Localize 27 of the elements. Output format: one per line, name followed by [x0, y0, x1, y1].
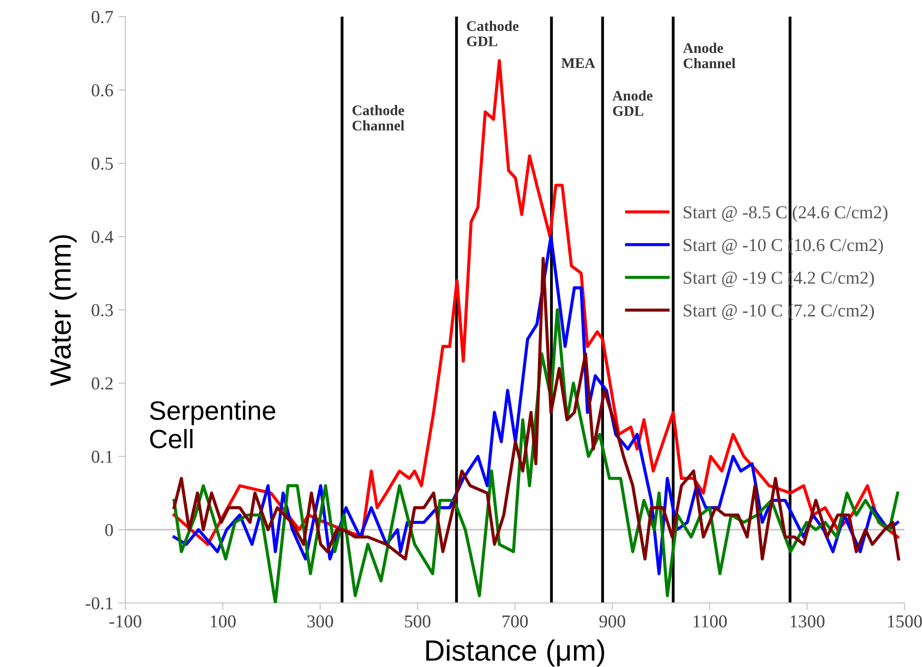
- annotation: Anode Channel: [683, 42, 736, 68]
- x-tick-label: 300: [307, 615, 334, 628]
- y-tick-label: 0.4: [92, 230, 114, 244]
- legend-label: Start @ -8.5 C (24.6 C/cm2): [684, 206, 888, 222]
- x-tick-label: 500: [405, 615, 430, 628]
- x-tick-label: 100: [210, 615, 236, 628]
- x-tick-label: -100: [110, 615, 142, 628]
- x-tick-label: 1500: [888, 615, 922, 628]
- x-tick-label: 900: [599, 615, 626, 628]
- y-tick-label: 0.5: [92, 158, 113, 170]
- y-tick-label: -0.1: [86, 597, 113, 610]
- x-tick-label: 1300: [790, 615, 824, 628]
- y-tick-label: 0.3: [92, 304, 113, 316]
- y-tick-label: 0.1: [92, 450, 113, 463]
- y-axis-title: Water (mm): [49, 235, 77, 386]
- x-tick-label: 700: [502, 615, 528, 628]
- y-tick-label: 0: [105, 524, 113, 536]
- x-axis-title: Distance (μm): [426, 639, 604, 667]
- y-tick-label: 0.7: [92, 10, 114, 24]
- annotation: MEA: [561, 58, 596, 68]
- annotation: Cathode Channel: [352, 105, 404, 131]
- y-tick-label: 0.2: [92, 377, 113, 390]
- annotation: Cathode GDL: [466, 20, 519, 46]
- y-tick-label: 0.6: [92, 84, 114, 96]
- x-tick-label: 1100: [694, 615, 727, 628]
- annotation: Anode GDL: [612, 90, 652, 116]
- annotation: Serpentine Cell: [150, 400, 276, 448]
